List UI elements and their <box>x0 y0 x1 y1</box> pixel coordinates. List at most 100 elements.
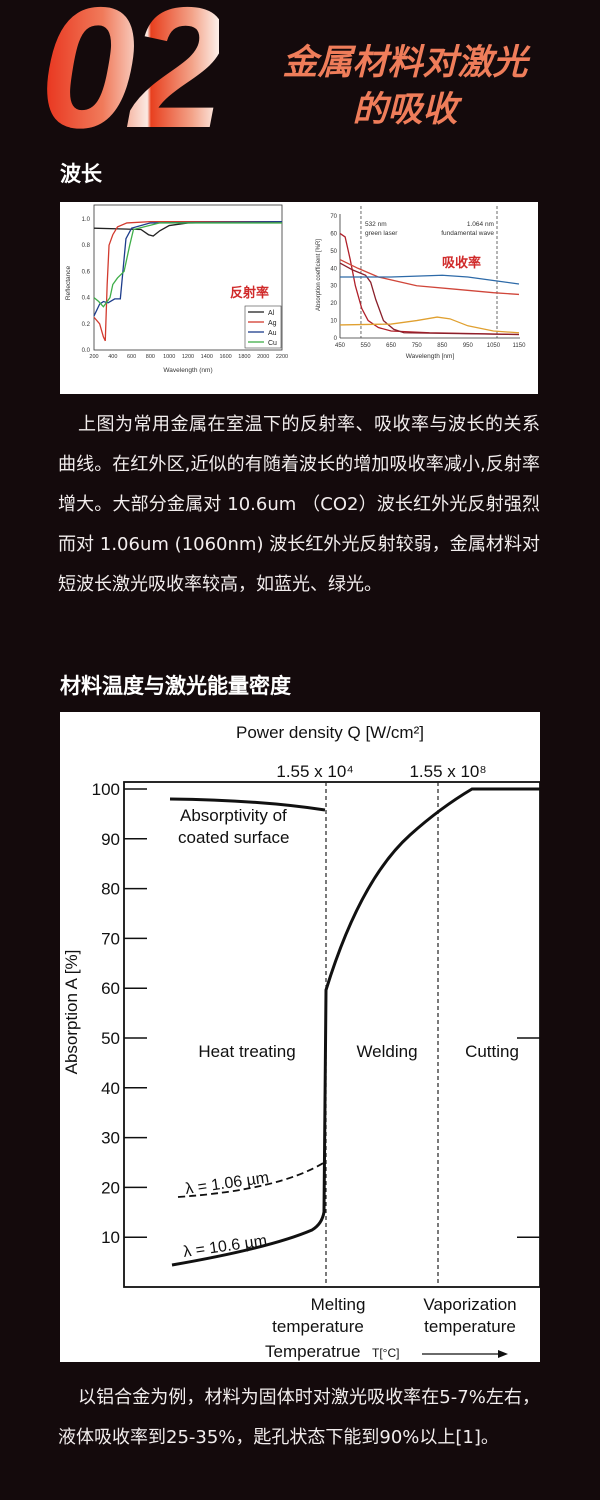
figure-absorption: Power density Q [W/cm²] 1.55 x 10⁴ 1.55 x … <box>60 712 541 1362</box>
y-axis-label: Absorption A [%] <box>62 950 81 1075</box>
x-axis-unit: T[°C] <box>372 1346 399 1360</box>
x-tick-label: 1600 <box>219 354 231 360</box>
section-title: 金属材料对激光 的吸收 <box>255 40 555 135</box>
coated-label: Absorptivity of <box>180 806 287 825</box>
curve-label-10-6: λ = 10.6 µm <box>182 1232 268 1261</box>
melting-label: temperature <box>272 1317 364 1336</box>
coated-label: coated surface <box>178 828 290 847</box>
x-tick-label: 1200 <box>182 354 194 360</box>
y-tick-label: 0.2 <box>82 322 91 328</box>
title-line-1: 金属材料对激光 <box>282 43 528 83</box>
marker-label: 1.064 nm <box>467 221 494 228</box>
paragraph-wavelength: 上图为常用金属在室温下的反射率、吸收率与波长的关系曲线。在红外区,近似的有随着波… <box>58 414 540 595</box>
legend-label: Au <box>268 330 277 337</box>
series-al <box>93 220 283 237</box>
y-axis-label: Absorption coefficient [%R] <box>316 239 322 311</box>
x-tick-label: 600 <box>127 354 136 360</box>
arrow-head-icon <box>498 1350 508 1358</box>
y-tick-label: 70 <box>330 214 337 220</box>
legend-label: Cu <box>268 340 277 347</box>
y-tick-label: 100 <box>92 780 120 799</box>
series-au <box>93 220 283 317</box>
x-tick-label: 2000 <box>257 354 269 360</box>
region-cutting: Cutting <box>465 1042 519 1061</box>
absorption-series <box>339 258 520 296</box>
x-tick-label: 1400 <box>201 354 213 360</box>
figure-wavelength: 0.0 0.2 0.4 0.6 0.8 1.0 200 400 600 800 1000 1200 14… <box>60 202 538 394</box>
y-tick-label: 40 <box>101 1079 120 1098</box>
section-number: 02 <box>40 0 225 154</box>
series-ag <box>93 220 282 342</box>
y-tick-label: 70 <box>101 929 120 948</box>
y-tick-label: 50 <box>330 249 337 255</box>
x-tick-label: 950 <box>463 343 474 349</box>
y-tick-label: 80 <box>101 880 120 899</box>
title-line-2: 的吸收 <box>352 90 458 131</box>
y-tick-label: 10 <box>330 319 337 325</box>
curve-label-1-06: λ = 1.06 µm <box>184 1169 270 1198</box>
x-tick-label: 2200 <box>276 354 288 360</box>
absorption-series <box>339 316 520 334</box>
absorption-curve-10-6um <box>171 787 540 1267</box>
left-plot-frame <box>93 204 283 351</box>
y-tick-label: 40 <box>330 266 337 272</box>
x-tick-label: 750 <box>412 343 423 349</box>
legend-box <box>244 305 282 349</box>
y-tick-label: 20 <box>330 301 337 307</box>
absorption-annotation: 吸收率 <box>442 255 481 270</box>
y-tick-label: 0.0 <box>82 348 91 354</box>
plot-frame <box>123 781 541 1288</box>
y-tick-label: 0.6 <box>82 269 91 275</box>
x-tick-label: 550 <box>361 343 372 349</box>
power-density-title: Power density Q [W/cm²] <box>236 723 424 742</box>
x-tick-label: 450 <box>335 343 346 349</box>
melting-label: Melting <box>311 1295 366 1314</box>
y-tick-label: 1.0 <box>82 217 91 223</box>
y-tick-label: 60 <box>101 979 120 998</box>
density-label-low: 1.55 x 10⁴ <box>276 762 353 781</box>
marker-label: fundamental wave <box>441 230 494 237</box>
y-tick-label: 90 <box>101 830 120 849</box>
x-tick-label: 650 <box>386 343 397 349</box>
y-tick-label: 50 <box>101 1029 120 1048</box>
y-tick-label: 0.4 <box>82 296 91 302</box>
legend-label: Al <box>268 310 275 317</box>
x-axis-label: Wavelength [nm] <box>406 353 455 360</box>
absorption-series <box>340 274 520 285</box>
x-axis-label: Wavelength (nm) <box>163 367 212 374</box>
heading-wavelength: 波长 <box>60 162 102 186</box>
region-heat-treating: Heat treating <box>198 1042 295 1061</box>
density-label-high: 1.55 x 10⁸ <box>409 762 486 781</box>
reflectance-annotation: 反射率 <box>230 285 269 300</box>
legend-label: Ag <box>268 320 277 327</box>
x-tick-label: 1150 <box>513 343 527 349</box>
region-welding: Welding <box>356 1042 417 1061</box>
marker-label: 532 nm <box>365 221 387 228</box>
figure-absorption-svg: Power density Q [W/cm²] 1.55 x 10⁴ 1.55 x … <box>62 723 541 1361</box>
x-tick-label: 200 <box>89 354 98 360</box>
coated-surface-curve <box>169 797 326 812</box>
vaporization-label: temperature <box>424 1317 516 1336</box>
x-tick-label: 1050 <box>487 343 501 349</box>
heading-temperature: 材料温度与激光能量密度 <box>60 674 291 698</box>
paragraph-aluminum: 以铝合金为例，材料为固体时对激光吸收率在5-7%左右，液体吸收率到25-35%，… <box>58 1387 540 1448</box>
y-tick-label: 10 <box>101 1228 120 1247</box>
y-axis-label: Reflectance <box>65 265 72 300</box>
x-tick-label: 850 <box>437 343 448 349</box>
vaporization-label: Vaporization <box>423 1295 516 1314</box>
x-tick-label: 400 <box>108 354 117 360</box>
marker-label: green laser <box>365 230 398 237</box>
y-tick-label: 0.8 <box>82 243 91 249</box>
y-tick-label: 0 <box>334 336 338 342</box>
y-tick-label: 30 <box>101 1129 120 1148</box>
absorption-series <box>339 262 519 336</box>
x-axis-label: Temperatrue <box>265 1342 360 1361</box>
x-tick-label: 1000 <box>163 354 175 360</box>
x-tick-label: 800 <box>146 354 155 360</box>
y-tick-label: 60 <box>330 231 337 237</box>
y-tick-label: 30 <box>330 284 337 290</box>
absorption-series <box>339 232 520 336</box>
absorption-curve-1-06um <box>177 1161 326 1198</box>
y-tick-label: 20 <box>101 1178 120 1197</box>
